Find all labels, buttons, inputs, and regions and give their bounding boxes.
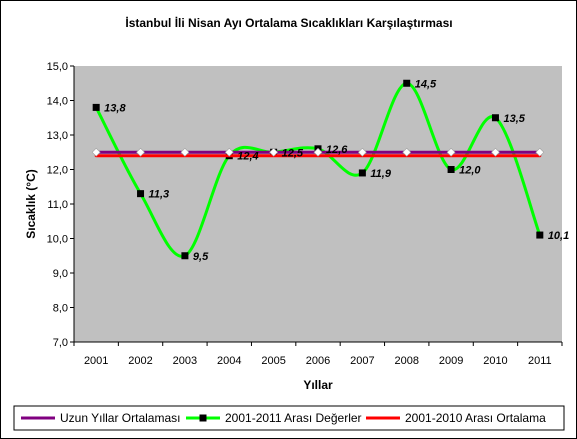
- data-point-marker: [447, 166, 455, 173]
- average-point-marker: [91, 147, 101, 157]
- y-axis-title: Sıcaklık (°C): [24, 169, 38, 239]
- average-point-marker: [535, 147, 545, 157]
- data-label: 14,5: [415, 78, 437, 90]
- data-label: 11,9: [370, 168, 391, 180]
- average-point-marker: [402, 147, 412, 157]
- chart-title: İstanbul İli Nisan Ayı Ortalama Sıcaklık…: [125, 15, 452, 30]
- legend-label: 2001-2011 Arası Değerler: [225, 411, 362, 425]
- y-tick-label: 14,0: [47, 96, 68, 108]
- y-tick-label: 8,0: [53, 303, 68, 315]
- y-axis-ticks: 7,0 8,0 9,0 10,0 11,0 12,0 13,0 14,0 15,0: [47, 61, 74, 349]
- average-point-marker: [446, 147, 456, 157]
- data-label: 11,3: [149, 189, 170, 201]
- data-point-marker: [181, 252, 189, 260]
- data-label: 9,5: [193, 251, 209, 263]
- x-tick-label: 2006: [306, 355, 330, 367]
- y-tick-label: 12,0: [47, 165, 68, 177]
- x-tick-label: 2010: [483, 355, 507, 367]
- y-tick-label: 9,0: [53, 268, 68, 280]
- average-point-marker: [357, 147, 367, 157]
- legend: [13, 405, 565, 431]
- x-axis-ticks: 2001 2002 2003 2004 2005 2006 2007 2008 2009 2010…: [73, 342, 563, 367]
- average-point-marker: [313, 147, 323, 157]
- data-label: 13,8: [104, 102, 126, 114]
- x-tick-label: 2007: [350, 355, 374, 367]
- average-point-marker: [224, 147, 234, 157]
- y-tick-label: 11,0: [47, 199, 68, 211]
- x-tick-label: 2008: [394, 355, 418, 367]
- y-tick-label: 10,0: [47, 234, 68, 246]
- legend-marker: [199, 414, 207, 422]
- legend-items: Uzun Yıllar Ortalaması 2001-2011 Arası De…: [21, 411, 546, 425]
- x-tick-label: 2011: [528, 355, 552, 367]
- y-tick-label: 7,0: [53, 337, 68, 349]
- data-point-marker: [491, 114, 499, 122]
- average-point-marker: [269, 147, 279, 157]
- data-label: 10,1: [548, 230, 569, 242]
- y-tick-label: 15,0: [47, 61, 68, 73]
- data-label: 12,5: [282, 147, 304, 159]
- x-tick-label: 2009: [439, 355, 463, 367]
- x-tick-label: 2002: [128, 355, 152, 367]
- legend-label: Uzun Yıllar Ortalaması: [60, 411, 181, 425]
- average-point-marker: [491, 147, 500, 157]
- data-label: 13,5: [503, 113, 525, 125]
- plot-area: [74, 66, 562, 342]
- x-tick-label: 2004: [217, 355, 241, 367]
- data-point-marker: [137, 190, 145, 198]
- legend-label: 2001-2010 Arası Ortalama: [405, 411, 546, 425]
- average-point-marker: [180, 147, 190, 157]
- data-point-marker: [403, 79, 411, 87]
- y-tick-label: 13,0: [47, 130, 68, 142]
- data-label: 12,6: [326, 144, 348, 156]
- data-point-marker: [92, 103, 100, 111]
- data-point-marker: [536, 231, 544, 239]
- data-labels: 13,8 11,3 9,5 12,4 12,5 12,6 11,9 14,5 12,0 13,5 1…: [104, 78, 569, 263]
- series-layer: [91, 79, 545, 260]
- data-label: 12,4: [237, 151, 258, 163]
- x-tick-label: 2001: [84, 355, 108, 367]
- data-label: 12,0: [459, 165, 481, 177]
- x-tick-label: 2005: [261, 355, 285, 367]
- x-tick-label: 2003: [173, 355, 197, 367]
- average-point-marker: [136, 147, 145, 157]
- data-point-marker: [358, 169, 366, 177]
- x-axis-title: Yıllar: [303, 378, 333, 392]
